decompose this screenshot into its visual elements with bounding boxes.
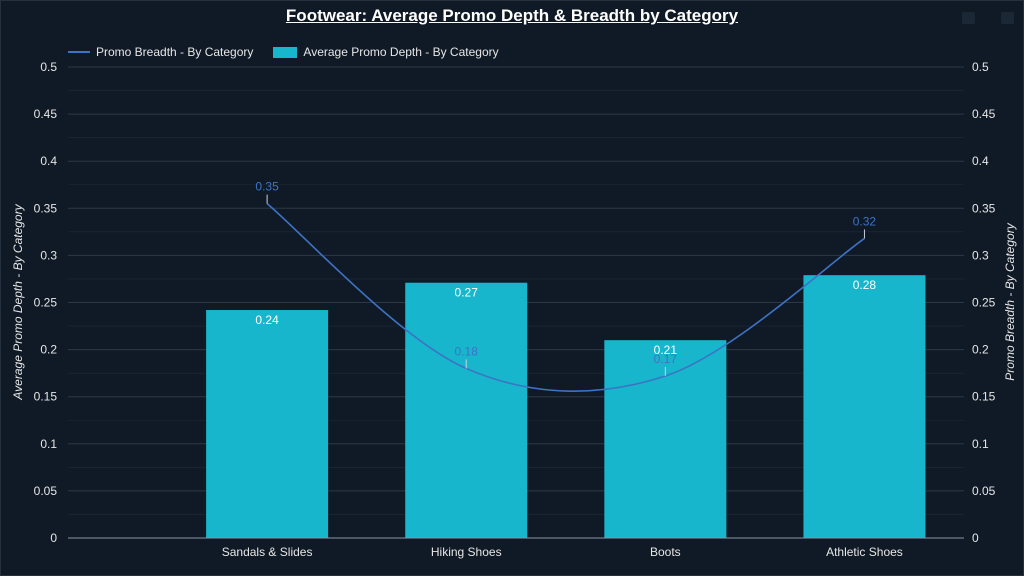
left-tick-label: 0.05: [34, 484, 58, 498]
chart-plot: 0.240.270.210.28 0.350.180.170.32 0 00.05…: [0, 0, 1024, 576]
bar: [405, 283, 527, 538]
right-tick-label: 0.3: [972, 248, 989, 262]
x-tick-label: Boots: [650, 545, 681, 559]
right-tick-label: 0.25: [972, 296, 996, 310]
left-axis-title: Average Promo Depth - By Category: [11, 203, 25, 400]
right-tick-label: 0.2: [972, 343, 989, 357]
left-tick-label: 0.15: [34, 390, 58, 404]
bar-data-label: 0.28: [853, 278, 877, 292]
bar: [206, 310, 328, 538]
bar-data-label: 0.24: [255, 313, 279, 327]
right-tick-label: 0.5: [972, 60, 989, 74]
bar-data-label: 0.27: [455, 286, 479, 300]
x-tick-label: Hiking Shoes: [431, 545, 502, 559]
right-tick-label: 0.1: [972, 437, 989, 451]
left-tick-label: 0: [50, 531, 57, 545]
left-tick-label: 0.3: [40, 248, 57, 262]
line-data-label: 0.35: [255, 180, 279, 194]
bar: [803, 275, 925, 538]
x-tick-label: Athletic Shoes: [826, 545, 903, 559]
right-axis-title: Promo Breadth - By Category: [1003, 222, 1017, 380]
right-tick-label: 0.35: [972, 201, 996, 215]
right-tick-label: 0.15: [972, 390, 996, 404]
left-tick-label: 0.1: [40, 437, 57, 451]
line-data-label: 0.17: [654, 352, 678, 366]
right-tick-label: 0.4: [972, 154, 989, 168]
right-tick-label: 0.45: [972, 107, 996, 121]
right-tick-label: 0: [972, 531, 979, 545]
right-tick-label: 0.05: [972, 484, 996, 498]
left-tick-label: 0.35: [34, 201, 58, 215]
line-data-label: 0.32: [853, 214, 877, 228]
left-tick-label: 0.4: [40, 154, 57, 168]
left-tick-label: 0.5: [40, 60, 57, 74]
left-tick-label: 0.25: [34, 296, 58, 310]
line-data-label: 0.18: [455, 344, 479, 358]
x-tick-label: Sandals & Slides: [222, 545, 313, 559]
left-tick-label: 0.45: [34, 107, 58, 121]
left-tick-label: 0.2: [40, 343, 57, 357]
